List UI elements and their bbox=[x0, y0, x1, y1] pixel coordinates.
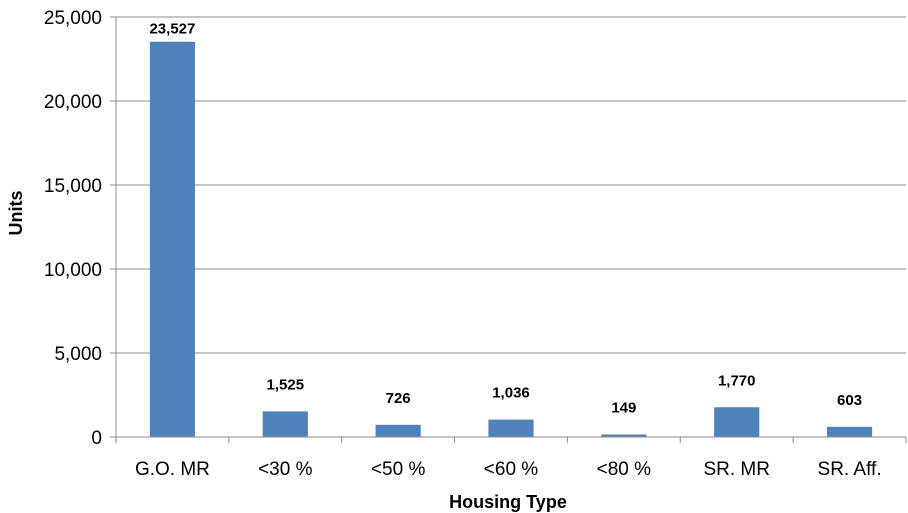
data-label: 23,527 bbox=[149, 21, 195, 38]
data-label: 1,525 bbox=[267, 376, 305, 393]
gridlines bbox=[116, 16, 906, 354]
x-tick-label: G.O. MR bbox=[135, 459, 210, 480]
y-tick-label: 15,000 bbox=[44, 176, 102, 197]
x-tick-label: <50 % bbox=[371, 459, 426, 480]
data-label: 149 bbox=[611, 399, 636, 416]
data-label: 603 bbox=[837, 392, 862, 409]
x-tick-label: <60 % bbox=[484, 459, 539, 480]
x-tick-label: <30 % bbox=[258, 459, 313, 480]
x-axis-title: Housing Type bbox=[449, 492, 567, 512]
data-label: 1,036 bbox=[492, 385, 530, 402]
bar-0 bbox=[149, 41, 195, 437]
bar-6 bbox=[827, 426, 873, 437]
y-tick-label: 0 bbox=[91, 428, 102, 449]
x-tick-label: <80 % bbox=[597, 459, 652, 480]
bars bbox=[149, 41, 873, 437]
data-label: 1,770 bbox=[718, 372, 756, 389]
y-tick-label: 10,000 bbox=[44, 260, 102, 281]
bar-5 bbox=[714, 407, 760, 437]
axes: 0 5,000 10,000 15,000 20,000 25,000 G.O. MR <30… bbox=[44, 8, 907, 480]
y-tick-label: 5,000 bbox=[54, 344, 102, 365]
bar-1 bbox=[262, 411, 308, 437]
x-tick-label: SR. MR bbox=[703, 459, 770, 480]
y-tick-label: 25,000 bbox=[44, 8, 102, 29]
x-tick-label: SR. Aff. bbox=[818, 459, 882, 480]
bar-4 bbox=[601, 434, 647, 437]
data-label: 726 bbox=[386, 390, 411, 407]
bar-2 bbox=[375, 424, 421, 437]
data-labels: 23,527 1,525 726 1,036 149 1,770 603 bbox=[149, 21, 862, 417]
bar-3 bbox=[488, 419, 534, 437]
y-axis-title: Units bbox=[6, 191, 26, 236]
y-tick-label: 20,000 bbox=[44, 92, 102, 113]
